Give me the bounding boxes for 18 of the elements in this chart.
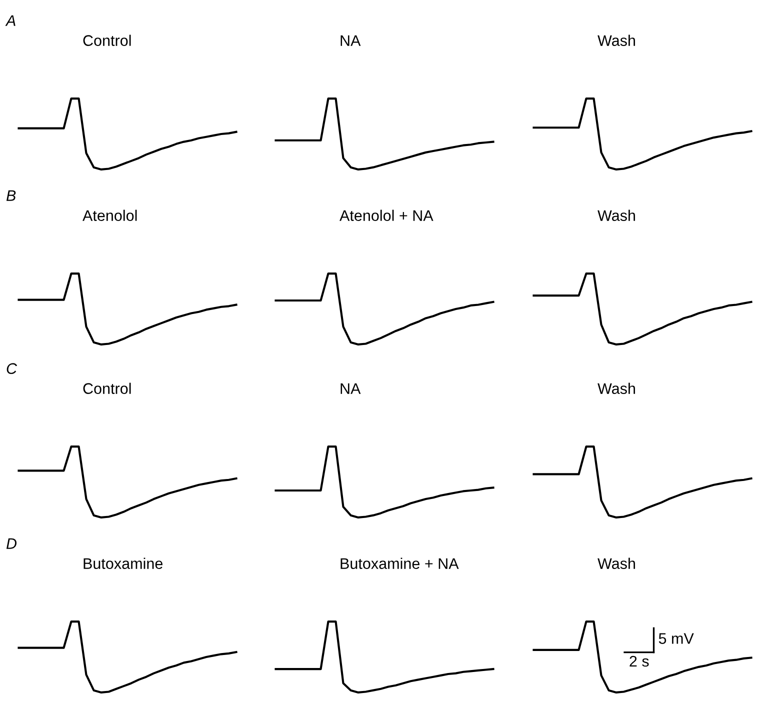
chart-title: Control	[83, 382, 131, 394]
text: B	[6, 190, 16, 201]
chart-title: Wash	[598, 558, 635, 569]
annotation: 2 s	[630, 656, 649, 667]
text: A	[5, 15, 16, 26]
chart-title: Wash	[598, 382, 635, 394]
annotation: 5 mV	[658, 633, 694, 644]
chart-title: Atenolol	[82, 210, 137, 221]
chart-title: Butoxamine	[84, 558, 162, 569]
chart-title: NA	[340, 383, 361, 394]
text: D	[6, 538, 17, 549]
text: C	[6, 363, 18, 374]
chart-title: Wash	[598, 210, 635, 221]
chart-title: Control	[83, 34, 131, 46]
chart-title: Atenolol + NA	[340, 210, 434, 221]
chart-title: NA	[340, 35, 361, 46]
chart-title: Butoxamine + NA	[340, 558, 459, 569]
chart-title: Wash	[598, 34, 635, 46]
